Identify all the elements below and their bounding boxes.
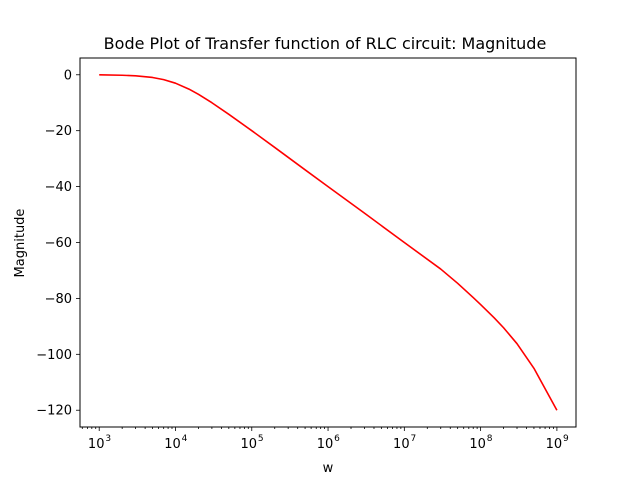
y-tick-label: −20 bbox=[45, 124, 72, 139]
x-tick-exponent: 7 bbox=[410, 434, 416, 444]
y-tick-label: −40 bbox=[45, 180, 72, 195]
x-tick-label: 10 bbox=[88, 437, 105, 452]
x-tick-exponent: 5 bbox=[258, 434, 264, 444]
x-tick-label: 10 bbox=[393, 437, 410, 452]
plot-series-layer bbox=[99, 73, 558, 411]
x-axis-ticks: 10 3 10 4 10 5 10 6 10 7 10 8 10 9 bbox=[81, 427, 569, 452]
x-tick-label: 10 bbox=[317, 437, 334, 452]
x-tick-exponent: 6 bbox=[334, 434, 340, 444]
y-tick-label: 0 bbox=[64, 68, 72, 83]
y-tick-label: −120 bbox=[36, 404, 72, 419]
y-axis-label: Magnitude bbox=[13, 209, 28, 278]
series-line-0 bbox=[99, 73, 558, 411]
x-tick-label: 10 bbox=[469, 437, 486, 452]
x-tick-label: 10 bbox=[546, 437, 563, 452]
chart-title: Bode Plot of Transfer function of RLC ci… bbox=[104, 34, 547, 53]
y-axis-ticks: 0 −20 −40 −60 −80 −100 −120 bbox=[36, 68, 80, 419]
x-tick-label: 10 bbox=[164, 437, 181, 452]
x-axis-label: w bbox=[323, 461, 334, 476]
x-tick-exponent: 9 bbox=[563, 434, 569, 444]
x-tick-label: 10 bbox=[240, 437, 257, 452]
y-tick-label: −100 bbox=[36, 348, 72, 363]
plot-area-frame bbox=[79, 57, 577, 428]
y-tick-label: −80 bbox=[45, 292, 72, 307]
x-tick-exponent: 8 bbox=[487, 434, 493, 444]
y-tick-label: −60 bbox=[45, 236, 72, 251]
x-tick-exponent: 3 bbox=[105, 434, 111, 444]
x-tick-exponent: 4 bbox=[182, 434, 188, 444]
